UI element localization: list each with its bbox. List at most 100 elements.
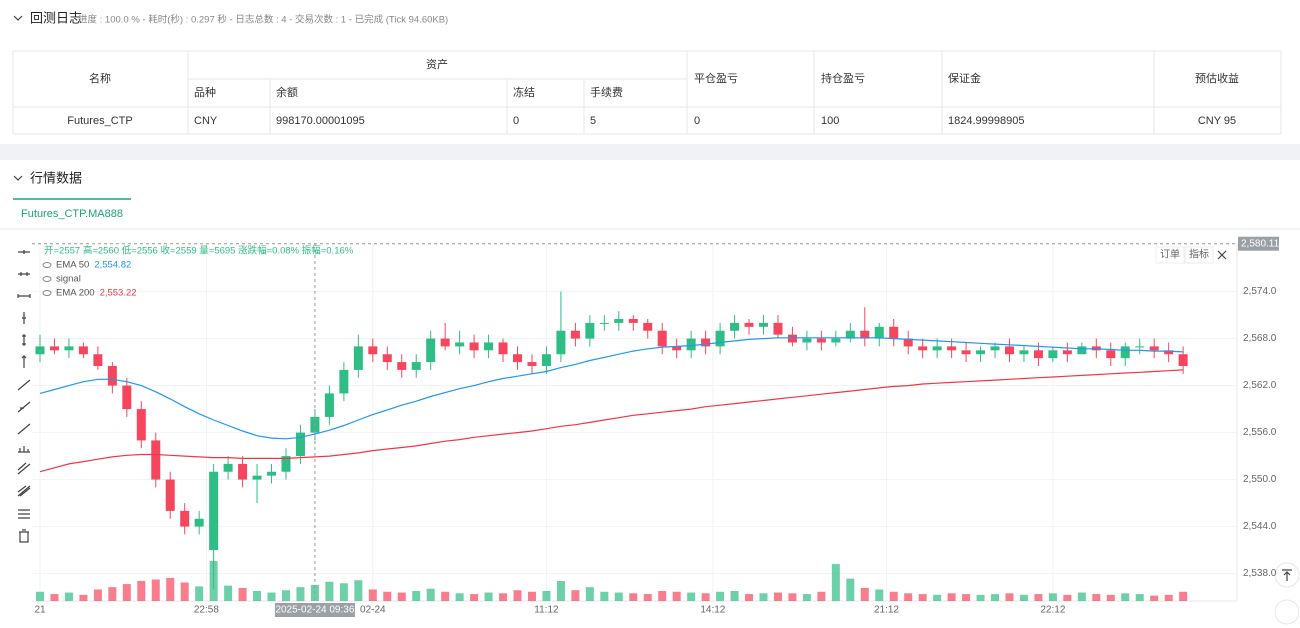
- volume-bar: [108, 587, 117, 601]
- candle-body: [730, 322, 740, 331]
- candle-body: [1164, 350, 1174, 355]
- button-label[interactable]: 指标: [1189, 248, 1209, 261]
- candle-body: [267, 471, 277, 476]
- td: 998170.00001095: [276, 115, 365, 127]
- status-text: 进度 : 100.0 % - 耗时(秒) : 0.297 秒 - 日志总数 : …: [78, 14, 448, 26]
- candle-body: [759, 322, 768, 327]
- candle-body: [35, 346, 45, 355]
- volume-bar: [325, 581, 334, 601]
- candle-body: [672, 346, 682, 351]
- expand-icon[interactable]: [1217, 250, 1227, 260]
- tool-icon[interactable]: [22, 334, 26, 346]
- volume-bar: [904, 593, 913, 601]
- tool-icon[interactable]: [17, 485, 31, 497]
- volume-bar: [860, 587, 869, 601]
- candle-body: [874, 326, 884, 339]
- volume-bar: [527, 591, 536, 601]
- candle-body: [1077, 346, 1087, 355]
- tool-icon[interactable]: [18, 272, 30, 276]
- candle-body: [860, 330, 870, 339]
- volume-bar: [354, 580, 363, 601]
- tool-icon[interactable]: [17, 379, 31, 391]
- volume-bar: [1121, 593, 1130, 601]
- th: 名称: [89, 71, 111, 85]
- candle-body: [947, 346, 957, 351]
- volume-bar: [687, 592, 696, 601]
- tool-icon[interactable]: [17, 462, 31, 475]
- candle-body: [368, 346, 378, 355]
- ema-line: [39, 369, 1184, 473]
- x-tick-label: 11:12: [534, 605, 559, 616]
- candle-body: [93, 354, 103, 366]
- volume-bar: [513, 590, 522, 601]
- tool-icon[interactable]: [17, 423, 31, 435]
- candle-body: [628, 318, 638, 323]
- tool-icon[interactable]: [21, 355, 27, 368]
- td: CNY: [194, 115, 218, 127]
- tool-icon[interactable]: [19, 529, 29, 543]
- panel-title: 回测日志: [30, 10, 82, 25]
- volume-bar: [1150, 595, 1159, 601]
- y-tick-label: 2,538.0: [1243, 568, 1277, 579]
- volume-bar: [875, 589, 884, 601]
- volume-bar: [441, 591, 450, 601]
- volume-bar: [556, 581, 565, 601]
- candle-body: [889, 326, 899, 339]
- candle-body: [701, 338, 711, 347]
- tool-icon[interactable]: [17, 294, 31, 298]
- volume-bar: [1005, 593, 1014, 601]
- float-button[interactable]: [1274, 599, 1300, 625]
- button-label[interactable]: 订单: [1160, 249, 1180, 261]
- candle-body: [238, 463, 248, 480]
- candle-body: [78, 346, 88, 355]
- legend-name: EMA 50: [56, 260, 89, 271]
- volume-bar: [614, 592, 623, 601]
- volume-bar: [397, 592, 406, 601]
- th: 余额: [276, 85, 298, 99]
- volume-bar: [947, 593, 956, 601]
- collapse-icon[interactable]: [13, 15, 23, 21]
- candle-body: [715, 330, 725, 347]
- volume-bar: [1092, 594, 1101, 601]
- volume-bar: [93, 589, 102, 601]
- tool-icon[interactable]: [18, 250, 30, 254]
- candle-body: [136, 409, 146, 441]
- tool-icon[interactable]: [17, 401, 31, 413]
- th: 冻结: [513, 85, 535, 99]
- volume-bar: [629, 593, 638, 601]
- volume-bar: [976, 594, 985, 601]
- scroll-top-icon: [1282, 569, 1292, 581]
- candle-body: [426, 338, 436, 363]
- volume-bar: [962, 594, 971, 601]
- button[interactable]: [1184, 246, 1214, 264]
- candle-body: [686, 338, 696, 351]
- crosshair-x-box: [274, 603, 355, 617]
- ema-line: [39, 337, 1184, 440]
- collapse-icon[interactable]: [13, 175, 23, 181]
- y-tick-label: 2,556.0: [1243, 427, 1277, 438]
- tab[interactable]: Futures_CTP.MA888: [21, 208, 123, 220]
- candle-body: [556, 330, 566, 355]
- candle-body: [1178, 354, 1188, 366]
- tool-icon[interactable]: [18, 446, 30, 453]
- tool-icon[interactable]: [18, 509, 30, 519]
- x-tick-label: 14:12: [700, 605, 725, 616]
- eye-icon: [42, 262, 52, 268]
- button[interactable]: [1155, 246, 1185, 264]
- volume-bar: [195, 586, 204, 601]
- candle-body: [223, 463, 233, 472]
- y-tick-label: 2,568.0: [1243, 333, 1277, 344]
- volume-bar: [253, 591, 262, 601]
- tool-icon[interactable]: [22, 312, 26, 324]
- x-tick-label: 22:58: [194, 605, 219, 616]
- volume-bar: [802, 594, 811, 601]
- candle-body: [209, 471, 219, 551]
- volume-bar: [296, 587, 305, 601]
- volume-bar: [918, 594, 927, 601]
- volume-bar: [600, 591, 609, 601]
- volume-bar: [585, 587, 594, 601]
- candle-body: [744, 322, 754, 327]
- candle-body: [165, 479, 175, 511]
- crosshair-y-box: [1238, 236, 1279, 251]
